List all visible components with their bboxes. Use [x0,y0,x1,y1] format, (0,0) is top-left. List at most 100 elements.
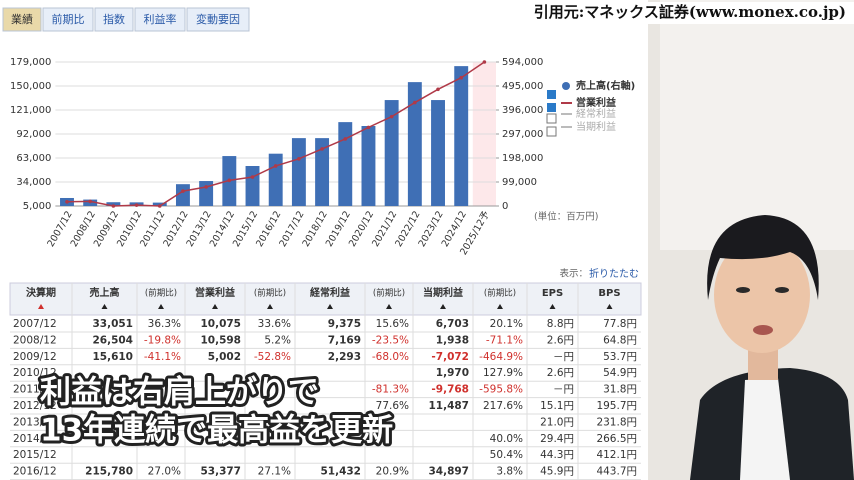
point [134,203,139,207]
bar [454,66,469,206]
legend-label: 売上高(右軸) [576,79,635,92]
tab-label[interactable]: 指数 [103,12,125,26]
table-header[interactable]: 決算期 [26,286,56,299]
legend-label: 経常利益 [576,107,616,120]
sort-icon[interactable] [158,304,164,309]
table-cell: 1,938 [436,334,469,346]
tab[interactable] [2,7,42,32]
legend-label: 営業利益 [576,96,616,109]
table-header[interactable]: EPS [542,288,563,299]
sort-icon[interactable] [212,304,218,309]
table-cell: 266.5円 [596,433,637,445]
table-cell: -7,072 [431,351,469,363]
caption: 利益は右肩上がりで [40,375,319,411]
sort-icon[interactable] [497,304,503,309]
y2-tick-label: 495,000 [502,81,543,92]
wall [660,0,854,250]
point [181,189,185,193]
sort-icon[interactable] [606,304,613,309]
point [482,60,487,64]
table-header[interactable]: BPS [598,288,620,299]
table-cell: 2.6円 [547,334,574,346]
legend-checkbox[interactable] [546,113,557,124]
table-header[interactable]: (前期比) [254,288,286,299]
tab-label[interactable]: 変動要因 [196,12,240,26]
mouth [753,325,773,335]
table-header[interactable]: 売上高 [90,286,120,299]
point [157,204,162,208]
point [413,100,417,105]
table-cell: 27.0% [148,466,181,478]
table-cell: 54.9円 [603,367,637,379]
table-header[interactable]: 当期利益 [423,286,463,299]
table-cell: 51,432 [320,466,361,478]
table-cell: -19.8% [144,334,181,346]
y-tick-label: 121,000 [10,105,51,116]
tab-label[interactable]: 前期比 [52,12,85,26]
bar [384,100,399,206]
point [389,114,394,119]
legend-checkbox[interactable] [547,90,556,99]
y-tick-label: 92,000 [16,129,51,140]
legend-checkbox[interactable] [546,126,557,137]
sort-icon[interactable] [327,304,333,309]
bar [245,166,260,206]
bar [175,184,190,206]
hair [707,215,819,300]
table-cell: -464.9% [479,351,523,363]
point [343,137,348,141]
point [65,200,69,204]
table-cell: 44.3円 [540,449,574,461]
point [436,87,440,92]
table-cell: 45.9円 [540,466,574,478]
bar [431,100,445,206]
sort-icon[interactable] [267,304,273,309]
table-cell: 5.2% [264,334,291,346]
table-cell: 2014/12 [13,433,57,445]
sort-icon[interactable] [386,304,392,309]
toggle-link[interactable]: 折りたたむ [589,267,639,280]
table-cell: 2011/12 [13,384,57,396]
sort-icon[interactable] [101,304,108,309]
table-header[interactable]: (前期比) [145,288,177,299]
caption: 13年連続で最高益を更新 [40,413,393,449]
legend-swatch [562,82,570,90]
table-cell: 2008/12 [13,334,57,346]
tab[interactable] [186,7,250,32]
sort-icon[interactable] [440,304,446,309]
person [690,215,854,480]
table-cell: 50.4% [490,449,523,461]
table-header[interactable]: (前期比) [373,288,405,299]
table-cell: 5,002 [208,351,241,363]
point [297,157,301,161]
sort-icon[interactable] [38,304,44,309]
table-cell: －円 [553,351,574,363]
table-cell: 195.7円 [596,400,637,412]
bar [315,138,330,206]
source: 引用元:マネックス証券(www.monex.co.jp) [534,3,846,21]
table-cell: 2013/12 [13,416,57,428]
bar [407,82,422,206]
tab[interactable] [42,7,94,32]
eye [775,287,789,293]
table-header[interactable]: (前期比) [484,288,516,299]
table-cell: －円 [553,384,574,396]
tab-label[interactable]: 業績 [11,12,33,26]
point [111,204,116,208]
tab[interactable] [94,7,134,32]
legend-checkbox[interactable] [547,103,556,112]
table-cell: 3.8% [496,466,523,478]
shirt [740,378,790,480]
bar [338,122,353,206]
bar [361,126,376,206]
table-header[interactable]: 経常利益 [310,286,350,299]
tab-label[interactable]: 利益率 [144,12,177,26]
table-header[interactable]: 営業利益 [195,286,235,299]
table-cell: 27.1% [258,466,291,478]
table-cell: 8.8円 [547,318,574,330]
table-cell: 6,703 [436,318,469,330]
tab[interactable] [134,7,186,32]
table-cell: 217.6% [483,400,523,412]
sort-icon[interactable] [549,304,556,309]
display-label: 表示： [559,268,588,280]
